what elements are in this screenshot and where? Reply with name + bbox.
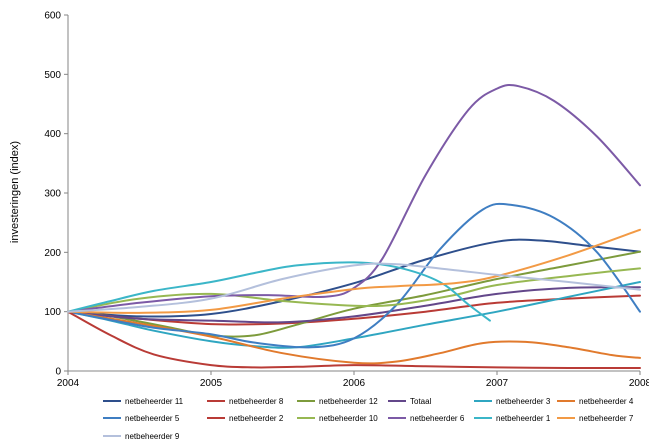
x-tick-label: 2005 [200, 378, 223, 389]
series-line-totaal [67, 286, 641, 324]
legend: netbeheerder 11 netbeheerder 8 netbeheerde… [103, 397, 634, 441]
legend-item-netbeheerder-11: netbeheerder 11 [103, 397, 184, 406]
legend-item-netbeheerder-5: netbeheerder 5 [103, 414, 180, 423]
series-line-netbeheerder-4 [67, 310, 641, 365]
legend-item-netbeheerder-6: netbeheerder 6 [388, 414, 465, 423]
legend-label: netbeheerder 2 [229, 414, 284, 423]
legend-label: netbeheerder 8 [229, 397, 284, 406]
y-tick-label: 400 [44, 129, 61, 140]
legend-label: netbeheerder 7 [579, 414, 634, 423]
y-tick-label: 600 [44, 11, 61, 22]
series-line-netbeheerder-5 [67, 202, 641, 349]
series-line-netbeheerder-10 [67, 267, 641, 313]
y-tick-label: 0 [55, 367, 61, 378]
axes: 0 100 200 300 400 500 600 2004 2005 2006 2007 2008 [44, 11, 649, 390]
legend-item-netbeheerder-2: netbeheerder 2 [207, 414, 284, 423]
series-line-netbeheerder-1 [67, 261, 491, 322]
legend-label: netbeheerder 5 [125, 414, 180, 423]
y-tick-label: 100 [44, 307, 61, 318]
legend-label: netbeheerder 11 [125, 397, 184, 406]
legend-label: Totaal [410, 397, 432, 406]
y-tick-label: 300 [44, 189, 61, 200]
x-tick-label: 2008 [629, 378, 649, 389]
series-line-netbeheerder-2 [67, 310, 641, 370]
series-line-netbeheerder-7 [67, 228, 641, 314]
series-line-netbeheerder-12 [67, 250, 641, 338]
legend-label: netbeheerder 3 [496, 397, 551, 406]
series-line-netbeheerder-9 [67, 262, 641, 313]
series-line-netbeheerder-11 [67, 238, 641, 318]
legend-item-netbeheerder-10: netbeheerder 10 [297, 414, 378, 423]
series-line-netbeheerder-8 [67, 294, 641, 326]
x-tick-label: 2007 [486, 378, 509, 389]
legend-label: netbeheerder 4 [579, 397, 634, 406]
legend-label: netbeheerder 9 [125, 432, 180, 441]
legend-label: netbeheerder 10 [319, 414, 378, 423]
legend-label: netbeheerder 12 [319, 397, 378, 406]
legend-label: netbeheerder 1 [496, 414, 551, 423]
x-tick-label: 2006 [343, 378, 366, 389]
legend-item-netbeheerder-8: netbeheerder 8 [207, 397, 284, 406]
y-axis-title: investeringen (index) [9, 141, 21, 243]
y-tick-label: 200 [44, 248, 61, 259]
legend-label: netbeheerder 6 [410, 414, 465, 423]
legend-item-netbeheerder-1: netbeheerder 1 [474, 414, 551, 423]
legend-item-netbeheerder-4: netbeheerder 4 [557, 397, 634, 406]
legend-item-netbeheerder-9: netbeheerder 9 [103, 432, 180, 441]
series-layer [67, 83, 641, 370]
series-line-netbeheerder-6 [67, 83, 641, 313]
x-tick-label: 2004 [57, 378, 80, 389]
legend-item-netbeheerder-12: netbeheerder 12 [297, 397, 378, 406]
y-tick-label: 500 [44, 70, 61, 81]
legend-item-netbeheerder-3: netbeheerder 3 [474, 397, 551, 406]
legend-item-netbeheerder-7: netbeheerder 7 [557, 414, 634, 423]
legend-item-totaal: Totaal [388, 397, 432, 406]
